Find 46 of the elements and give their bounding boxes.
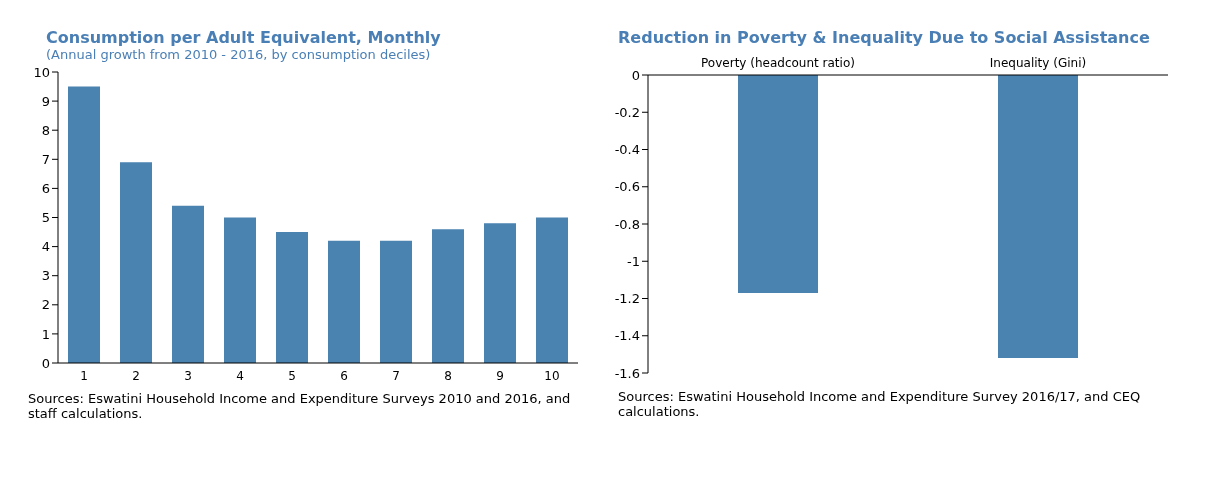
y-tick-label: 8 — [41, 122, 50, 138]
y-tick-label: 2 — [41, 297, 50, 313]
x-tick-label: 1 — [80, 368, 88, 383]
x-tick-label: 8 — [444, 368, 452, 383]
y-tick-label: 0 — [41, 355, 50, 371]
x-tick-label: 5 — [288, 368, 296, 383]
x-tick-label: 6 — [340, 368, 348, 383]
x-tick-label: Poverty (headcount ratio) — [701, 56, 855, 70]
source-note: Sources: Eswatini Household Income and Expenditure Survey 2016/17, and CEQ calculations. — [617, 389, 1142, 419]
y-tick-label: 7 — [41, 151, 50, 167]
x-tick-label: 3 — [184, 368, 192, 383]
bar — [120, 162, 152, 363]
y-tick-label: 3 — [41, 268, 50, 284]
bar — [68, 86, 100, 363]
y-tick-label: 0 — [631, 67, 640, 83]
bar — [328, 240, 360, 363]
y-tick-label: 6 — [41, 181, 50, 197]
x-tick-label: 9 — [496, 368, 504, 383]
y-tick-label: -0.2 — [614, 104, 640, 120]
y-tick-label: -0.8 — [614, 216, 640, 232]
x-tick-label: 2 — [132, 368, 140, 383]
y-tick-label: 1 — [41, 326, 50, 342]
y-tick-label: 4 — [41, 239, 50, 255]
bar — [484, 223, 516, 363]
y-tick-label: -1.4 — [614, 328, 640, 344]
bar — [536, 217, 568, 363]
bar — [432, 229, 464, 363]
y-tick-label: -1.6 — [614, 365, 640, 381]
source-note: Sources: Eswatini Household Income and Expenditure Surveys 2010 and 2016, and staff calculations. — [27, 391, 572, 421]
y-tick-label: -0.4 — [614, 142, 640, 158]
bar — [276, 232, 308, 363]
chart-title: Reduction in Poverty & Inequality Due to Social Assistance — [617, 28, 1151, 47]
x-tick-label: 7 — [392, 368, 400, 383]
y-tick-label: -1.2 — [614, 291, 640, 307]
y-tick-label: 5 — [41, 210, 50, 226]
chart-title: Consumption per Adult Equivalent, Monthly — [45, 28, 442, 47]
bar — [172, 205, 204, 363]
x-tick-label: 10 — [544, 368, 560, 383]
x-tick-label: 4 — [236, 368, 244, 383]
y-tick-label: 9 — [41, 93, 50, 109]
chart-subtitle: (Annual growth from 2010 - 2016, by consumption deciles) — [45, 47, 432, 62]
bar — [224, 217, 256, 363]
bar — [380, 240, 412, 363]
x-tick-label: Inequality (Gini) — [989, 56, 1087, 70]
y-tick-label: -1 — [627, 253, 640, 269]
y-tick-label: -0.6 — [614, 179, 640, 195]
